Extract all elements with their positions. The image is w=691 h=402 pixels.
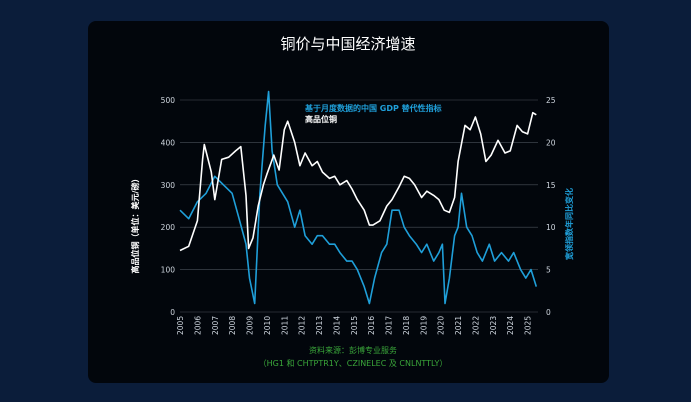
y-tick-label-left: 500 bbox=[161, 96, 176, 105]
x-tick-label: 2021 bbox=[454, 316, 463, 335]
x-tick-label: 2019 bbox=[419, 316, 428, 335]
x-tick-label: 2024 bbox=[506, 316, 515, 335]
x-tick-label: 2005 bbox=[176, 316, 185, 335]
series-lines bbox=[179, 90, 538, 305]
x-tick-label: 2006 bbox=[193, 316, 202, 335]
y-axis-label-right: 宽领指数年同比变化 bbox=[564, 188, 574, 261]
x-tick-label: 2010 bbox=[263, 316, 272, 335]
y-tick-label-left: 300 bbox=[161, 181, 176, 190]
x-ticks: 2005 2006 2007 2008 2009 2010 2011 2012 2013 2014… bbox=[176, 316, 533, 335]
x-tick-label: 2008 bbox=[228, 316, 237, 335]
chart-title: 铜价与中国经济增速 bbox=[280, 35, 415, 53]
x-tick-label: 2025 bbox=[524, 316, 533, 335]
y-tick-label-right: 25 bbox=[546, 96, 556, 105]
x-tick-label: 2017 bbox=[385, 316, 394, 335]
x-tick-label: 2012 bbox=[298, 316, 307, 335]
gridlines bbox=[180, 99, 538, 313]
x-tick-label: 2022 bbox=[471, 316, 480, 335]
y-axis-label-left: 高品位铜（单位：美元/磅） bbox=[130, 175, 140, 274]
x-tick-label: 2014 bbox=[332, 316, 341, 335]
y-tick-label-left: 100 bbox=[161, 266, 176, 275]
y-tick-label-right: 15 bbox=[546, 181, 556, 190]
left-ticks: 0 100 200 300 400 500 bbox=[161, 96, 176, 317]
y-tick-label-right: 5 bbox=[546, 266, 551, 275]
x-tick-label: 2007 bbox=[211, 316, 220, 335]
y-tick-label-right: 0 bbox=[546, 308, 551, 317]
x-tick-label: 2013 bbox=[315, 316, 324, 335]
x-tick-label: 2009 bbox=[246, 316, 255, 335]
y-tick-label-left: 0 bbox=[170, 308, 175, 317]
copper-price-line bbox=[179, 111, 537, 252]
x-tick-label: 2011 bbox=[280, 316, 289, 335]
y-tick-label-right: 10 bbox=[546, 223, 556, 232]
y-tick-label-left: 400 bbox=[161, 138, 176, 147]
chart-card: 铜价与中国经济增速 0 100 200 300 400 500 0 5 10 15 20 25 20… bbox=[88, 21, 609, 383]
right-ticks: 0 5 10 15 20 25 bbox=[546, 96, 556, 317]
x-tick-label: 2015 bbox=[350, 316, 359, 335]
x-tick-label: 2023 bbox=[489, 316, 498, 335]
legend-label-copper: 高品位铜 bbox=[305, 114, 337, 124]
y-tick-label-right: 20 bbox=[546, 138, 556, 147]
legend-label-gdp: 基于月度数据的中国 GDP 替代性指标 bbox=[304, 103, 442, 113]
x-tick-label: 2020 bbox=[437, 316, 446, 335]
x-tick-label: 2016 bbox=[367, 316, 376, 335]
y-tick-label-left: 200 bbox=[161, 223, 176, 232]
source-line-1: 资料来源：彭博专业服务 bbox=[309, 345, 397, 355]
x-tick-label: 2018 bbox=[402, 316, 411, 335]
source-line-2: （HG1 和 CHTPTR1Y、CZINELEC 及 CNLNTTLY） bbox=[259, 359, 448, 368]
gdp-proxy-line bbox=[179, 90, 538, 305]
